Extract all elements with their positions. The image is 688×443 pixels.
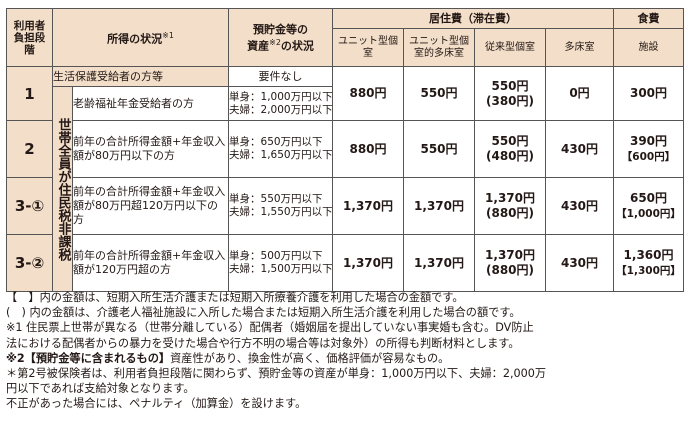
row3b-conventional: 1,370円 (880円) [474, 234, 547, 292]
row3b-unit-private: 1,370円 [332, 234, 405, 292]
note-penalty: 不正があった場合には、ペナルティ（加算金）を設けます。 [6, 397, 307, 411]
row3b-food: 1,360円 【1,300円】 [613, 234, 685, 292]
row3a-unit-private: 1,370円 [332, 177, 405, 235]
header-assets: 預貯金等の 資産※2の状況 [228, 8, 334, 67]
row1-food: 300円 [613, 66, 685, 121]
income-pension: 老齢福祉年金受給者の方 [71, 86, 230, 121]
row2-food: 390円 【600円】 [613, 120, 685, 178]
header-facility: 施設 [613, 28, 685, 67]
header-unit-private: ユニット型個室 [332, 28, 405, 67]
row3a-unit-semi: 1,370円 [403, 177, 476, 235]
note-3b: 円以下であれば支給対象となります。 [6, 382, 195, 396]
note-3a: ＊第2号被保険者は、利用者負担段階に関わらず、預貯金等の資産が単身：1,000万… [6, 367, 547, 381]
header-income: 所得の状況※1 [51, 8, 230, 67]
header-level: 利用者負担段階 [6, 8, 53, 67]
row3a-conventional: 1,370円 (880円) [474, 177, 547, 235]
row2-unit-semi: 550円 [403, 120, 476, 178]
row3a-assets: 単身：550万円以下 夫婦：1,550万円以下 [228, 177, 334, 235]
note-bracket: 【 】内の金額は、短期入所生活介護または短期入所療養介護を利用した場合の金額です… [6, 291, 464, 304]
note-paren: ( ) 内の金額は、介護老人福祉施設に入所した場合または短期入所生活介護を利用し… [6, 306, 521, 320]
note-1b: 法における配偶者からの暴力を受けた場合や行方不明の場合等は対象外）の所得も判断材… [6, 336, 520, 350]
row3a-income: 前年の合計所得金額+年金収入額が80万円超120万円以下の方 [71, 177, 230, 235]
level-2: 2 [6, 120, 53, 178]
row1-unit-semi: 550円 [403, 66, 476, 121]
row1-assets: 単身：1,000万円以下 夫婦：2,000万円以下 [228, 86, 334, 121]
row2-income: 前年の合計所得金額+年金収入額が80万円以下の方 [71, 120, 230, 178]
footnotes: 【 】内の金額は、短期入所生活介護または短期入所療養介護を利用した場合の金額です… [6, 290, 684, 412]
row1-unit-private: 880円 [332, 66, 405, 121]
header-food: 食費 [613, 8, 685, 29]
header-conventional: 従来型個室 [474, 28, 547, 67]
row3a-food: 650円 【1,000円】 [613, 177, 685, 235]
group-label: 世帯全員が住民税非課税 [52, 86, 73, 292]
level-3-2: 3-② [6, 234, 53, 292]
row3b-assets: 単身：500万円以下 夫婦：1,500万円以下 [228, 234, 334, 292]
header-unit-semi: ユニット型個室的多床室 [403, 28, 476, 67]
row1-multi: 0円 [545, 66, 615, 121]
row3b-multi: 430円 [545, 234, 615, 292]
row3b-unit-semi: 1,370円 [403, 234, 476, 292]
header-multi: 多床室 [545, 28, 615, 67]
row1-conventional: 550円 (380円) [474, 66, 547, 121]
level-1: 1 [6, 66, 53, 121]
level-3-1: 3-① [6, 177, 53, 235]
note-2: ※2【預貯金等に含まれるもの】資産性があり、換金性が高く、価格評価が容易なもの。 [6, 351, 450, 365]
row2-multi: 430円 [545, 120, 615, 178]
fee-table: 利用者負担段階 所得の状況※1 預貯金等の 資産※2の状況 居住費（滞在費） 食費… [6, 8, 685, 292]
asset-none: 要件なし [228, 66, 334, 87]
header-residence: 居住費（滞在費） [332, 8, 615, 29]
row3b-income: 前年の合計所得金額+年金収入額が120万円超の方 [71, 234, 230, 292]
row2-conventional: 550円 (480円) [474, 120, 547, 178]
income-welfare: 生活保護受給者の方等 [51, 66, 230, 87]
row2-unit-private: 880円 [332, 120, 405, 178]
row2-assets: 単身：650万円以下 夫婦：1,650万円以下 [228, 120, 334, 178]
note-1a: ※1 住民票上世帯が異なる（世帯分離している）配偶者（婚姻届を提出していない事実… [6, 321, 534, 335]
row3a-multi: 430円 [545, 177, 615, 235]
